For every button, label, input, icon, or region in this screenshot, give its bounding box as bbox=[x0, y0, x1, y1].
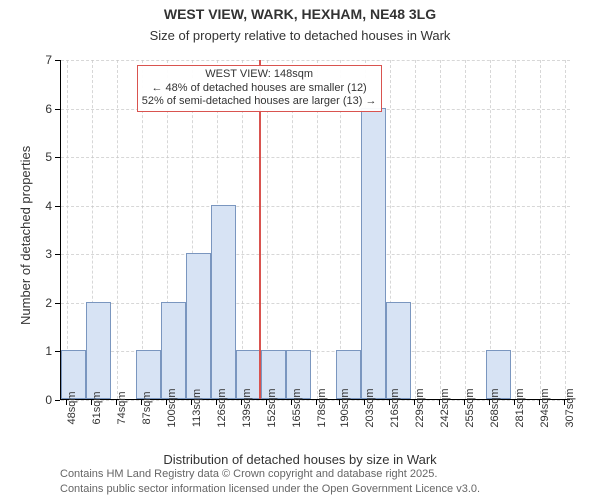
footer-line-2: Contains public sector information licen… bbox=[60, 482, 480, 496]
xtick-label: 307sqm bbox=[564, 388, 576, 427]
ytick-mark bbox=[55, 400, 60, 401]
gridline-v bbox=[515, 60, 516, 399]
ytick-mark bbox=[55, 351, 60, 352]
gridline-h bbox=[61, 254, 570, 255]
gridline-v bbox=[67, 60, 68, 399]
y-axis-label: Number of detached properties bbox=[18, 146, 33, 325]
gridline-h bbox=[61, 303, 570, 304]
chart-subtitle: Size of property relative to detached ho… bbox=[0, 28, 600, 43]
xtick-label: 255sqm bbox=[464, 388, 476, 427]
xtick-label: 216sqm bbox=[389, 388, 401, 427]
ytick-mark bbox=[55, 60, 60, 61]
ytick-label: 7 bbox=[22, 53, 52, 67]
x-axis-label: Distribution of detached houses by size … bbox=[0, 452, 600, 467]
ytick-mark bbox=[55, 254, 60, 255]
xtick-label: 139sqm bbox=[241, 388, 253, 427]
xtick-label: 242sqm bbox=[439, 388, 451, 427]
xtick-label: 48sqm bbox=[66, 391, 78, 424]
ytick-mark bbox=[55, 303, 60, 304]
ytick-mark bbox=[55, 109, 60, 110]
gridline-h bbox=[61, 206, 570, 207]
annotation-box: WEST VIEW: 148sqm← 48% of detached house… bbox=[137, 65, 382, 112]
gridline-v bbox=[465, 60, 466, 399]
plot-area: WEST VIEW: 148sqm← 48% of detached house… bbox=[60, 60, 570, 400]
xtick-label: 268sqm bbox=[489, 388, 501, 427]
xtick-label: 152sqm bbox=[266, 388, 278, 427]
gridline-v bbox=[565, 60, 566, 399]
xtick-label: 126sqm bbox=[216, 388, 228, 427]
annotation-line: ← 48% of detached houses are smaller (12… bbox=[142, 82, 377, 96]
chart-title: WEST VIEW, WARK, HEXHAM, NE48 3LG bbox=[0, 6, 600, 22]
xtick-label: 190sqm bbox=[339, 388, 351, 427]
xtick-label: 165sqm bbox=[291, 388, 303, 427]
annotation-line: 52% of semi-detached houses are larger (… bbox=[142, 95, 377, 109]
bar bbox=[211, 205, 236, 399]
bar bbox=[361, 108, 386, 399]
footer-text: Contains HM Land Registry data © Crown c… bbox=[60, 467, 480, 496]
gridline-v bbox=[490, 60, 491, 399]
xtick-label: 87sqm bbox=[141, 391, 153, 424]
ytick-label: 0 bbox=[22, 393, 52, 407]
ytick-label: 1 bbox=[22, 344, 52, 358]
xtick-label: 294sqm bbox=[539, 388, 551, 427]
xtick-label: 74sqm bbox=[116, 391, 128, 424]
footer-line-1: Contains HM Land Registry data © Crown c… bbox=[60, 467, 480, 481]
gridline-v bbox=[440, 60, 441, 399]
bar bbox=[186, 253, 211, 399]
gridline-v bbox=[117, 60, 118, 399]
ytick-label: 6 bbox=[22, 102, 52, 116]
chart-container: WEST VIEW, WARK, HEXHAM, NE48 3LG Size o… bbox=[0, 0, 600, 500]
gridline-h bbox=[61, 60, 570, 61]
xtick-label: 61sqm bbox=[91, 391, 103, 424]
xtick-label: 281sqm bbox=[514, 388, 526, 427]
ytick-mark bbox=[55, 157, 60, 158]
bar bbox=[386, 302, 411, 399]
xtick-label: 178sqm bbox=[316, 388, 328, 427]
gridline-v bbox=[415, 60, 416, 399]
xtick-label: 113sqm bbox=[191, 389, 203, 427]
bar bbox=[161, 302, 186, 399]
bar bbox=[86, 302, 111, 399]
xtick-label: 229sqm bbox=[414, 388, 426, 427]
gridline-v bbox=[540, 60, 541, 399]
xtick-label: 203sqm bbox=[364, 388, 376, 427]
ytick-mark bbox=[55, 206, 60, 207]
xtick-label: 100sqm bbox=[166, 388, 178, 427]
gridline-h bbox=[61, 157, 570, 158]
annotation-line: WEST VIEW: 148sqm bbox=[142, 68, 377, 82]
